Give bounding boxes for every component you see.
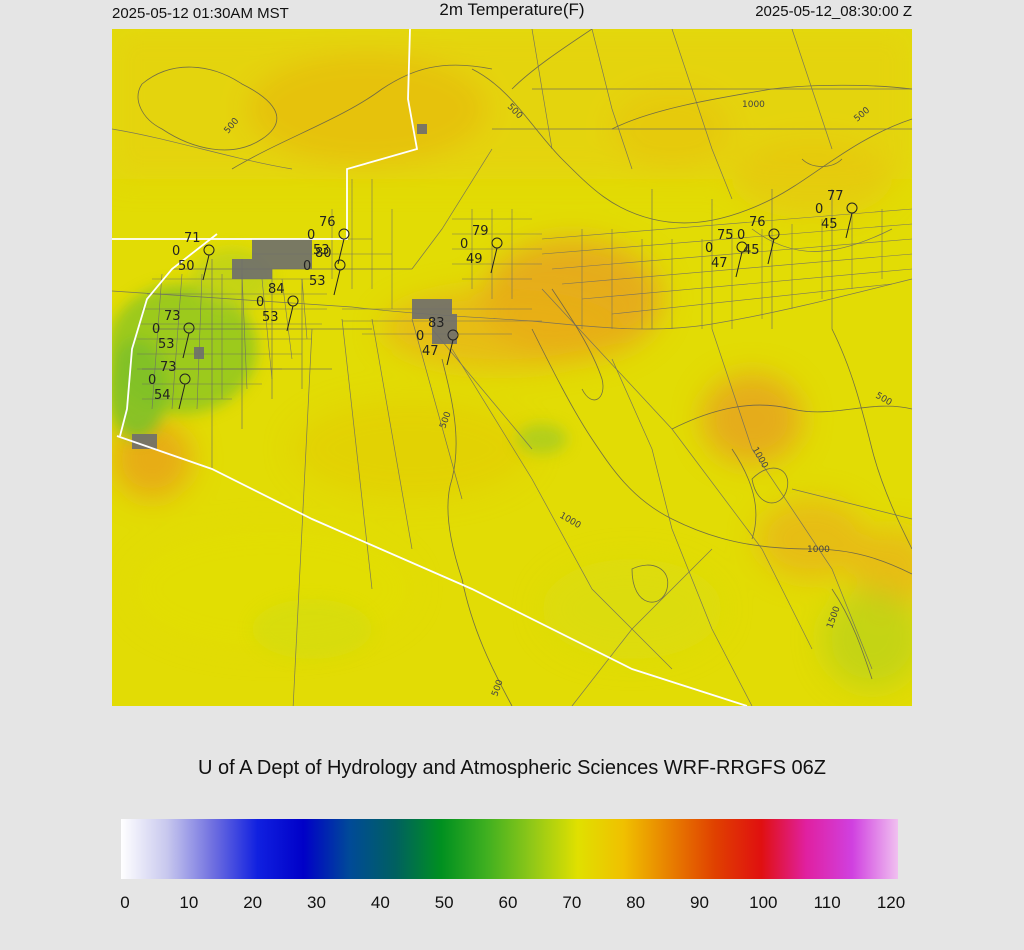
wind-barb (735, 251, 743, 278)
station-plot: 71 050 (172, 231, 215, 281)
station-plot: 83 047 (416, 316, 459, 366)
station-plots: 7105076053800538405373053730547904983047… (148, 189, 858, 410)
colorbar-tick-label: 100 (749, 893, 778, 912)
station-wind: 0 (416, 329, 424, 344)
colorbar-tick-label: 90 (690, 893, 709, 912)
station-plot: 76 053 (307, 215, 350, 265)
station-wind: 0 (148, 373, 156, 388)
elevation-contours (137, 29, 912, 706)
station-dewpoint: 49 (466, 252, 483, 267)
station-temperature: 76 (749, 215, 766, 230)
station-temperature: 75 (717, 228, 734, 243)
colorbar-tick-label: 40 (370, 893, 390, 912)
station-dewpoint: 45 (821, 217, 838, 232)
station-wind: 0 (307, 228, 315, 243)
station-dewpoint: 54 (154, 388, 171, 403)
station-dewpoint: 47 (711, 256, 728, 271)
station-wind: 0 (460, 237, 468, 252)
colorbar-tick-label: 60 (498, 893, 518, 912)
station-dewpoint: 50 (178, 259, 195, 274)
station-plot: 73 053 (152, 309, 195, 359)
station-plot: 79 049 (460, 224, 503, 274)
station-temperature: 84 (268, 282, 285, 297)
wind-barb (767, 238, 775, 265)
local-time-label: 2025-05-12 01:30AM MST (112, 5, 289, 22)
station-wind: 0 (705, 241, 713, 256)
station-wind: 0 (172, 244, 180, 259)
boundary-lines (112, 29, 748, 706)
utc-time-label: 2025-05-12_08:30:00 Z (755, 3, 912, 20)
temperature-map: 500 500 500 1000 500 500 1000 1000 1000 … (112, 29, 912, 706)
colorbar-tick-label: 0 (120, 893, 130, 912)
station-temperature: 73 (160, 360, 177, 375)
colorbar-tick-label: 70 (562, 893, 582, 912)
station-temperature: 80 (315, 246, 332, 261)
contour-label: 1000 (807, 545, 830, 555)
colorbar-tick-label: 10 (179, 893, 199, 912)
station-plot: 73 054 (148, 360, 191, 410)
station-wind: 0 (303, 259, 311, 274)
station-plot: 80 053 (303, 246, 346, 296)
colorbar-tick-label: 120 (876, 893, 906, 912)
station-plot: 84 053 (256, 282, 299, 332)
colorbar-tick-labels: 0 10 20 30 40 50 60 70 80 90 100 110 120 (0, 893, 1024, 917)
wind-barb (845, 212, 853, 239)
contour-label: 1000 (742, 100, 765, 110)
wind-barb (182, 332, 190, 359)
map-title: 2m Temperature(F) (439, 0, 585, 19)
station-wind: 0 (815, 202, 823, 217)
wind-barb (333, 269, 341, 296)
station-dewpoint: 53 (309, 274, 326, 289)
station-plot: 77 045 (815, 189, 858, 239)
wind-barb (286, 305, 294, 332)
station-temperature: 83 (428, 316, 445, 331)
colorbar-tick-label: 110 (813, 893, 841, 912)
station-wind: 0 (737, 228, 745, 243)
station-wind: 0 (256, 295, 264, 310)
colorbar-tick-label: 80 (626, 893, 646, 912)
wind-barb (178, 383, 186, 410)
colorbar-tick-label: 50 (434, 893, 454, 912)
station-dewpoint: 47 (422, 344, 439, 359)
station-wind: 0 (152, 322, 160, 337)
road-network (112, 29, 912, 706)
temperature-colorbar (121, 819, 898, 879)
wind-barb (490, 247, 498, 274)
station-temperature: 71 (184, 231, 201, 246)
colorbar-tick-label: 20 (243, 893, 263, 912)
wind-barb (202, 254, 210, 281)
station-temperature: 79 (472, 224, 489, 239)
station-dewpoint: 53 (262, 310, 279, 325)
colorbar-tick-label: 30 (307, 893, 326, 912)
station-temperature: 73 (164, 309, 181, 324)
station-dewpoint: 53 (158, 337, 175, 352)
station-temperature: 76 (319, 215, 336, 230)
station-temperature: 77 (827, 189, 844, 204)
station-dewpoint: 53 (313, 243, 330, 258)
wind-barb (446, 339, 454, 366)
footer-credit: U of A Dept of Hydrology and Atmospheric… (197, 757, 827, 779)
temperature-shading (112, 29, 912, 689)
